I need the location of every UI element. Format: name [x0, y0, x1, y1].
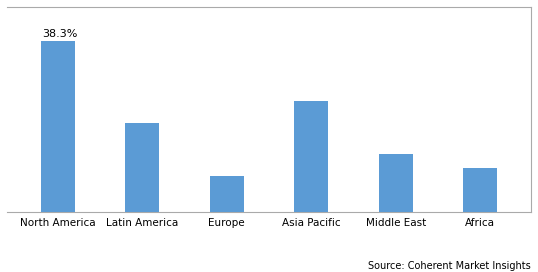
Bar — [294, 101, 328, 212]
Bar — [210, 177, 244, 212]
Text: 38.3%: 38.3% — [43, 29, 78, 39]
Bar — [41, 41, 75, 212]
Bar — [125, 123, 159, 212]
Bar — [379, 154, 413, 212]
Bar — [463, 168, 497, 212]
Text: Source: Coherent Market Insights: Source: Coherent Market Insights — [369, 261, 531, 271]
